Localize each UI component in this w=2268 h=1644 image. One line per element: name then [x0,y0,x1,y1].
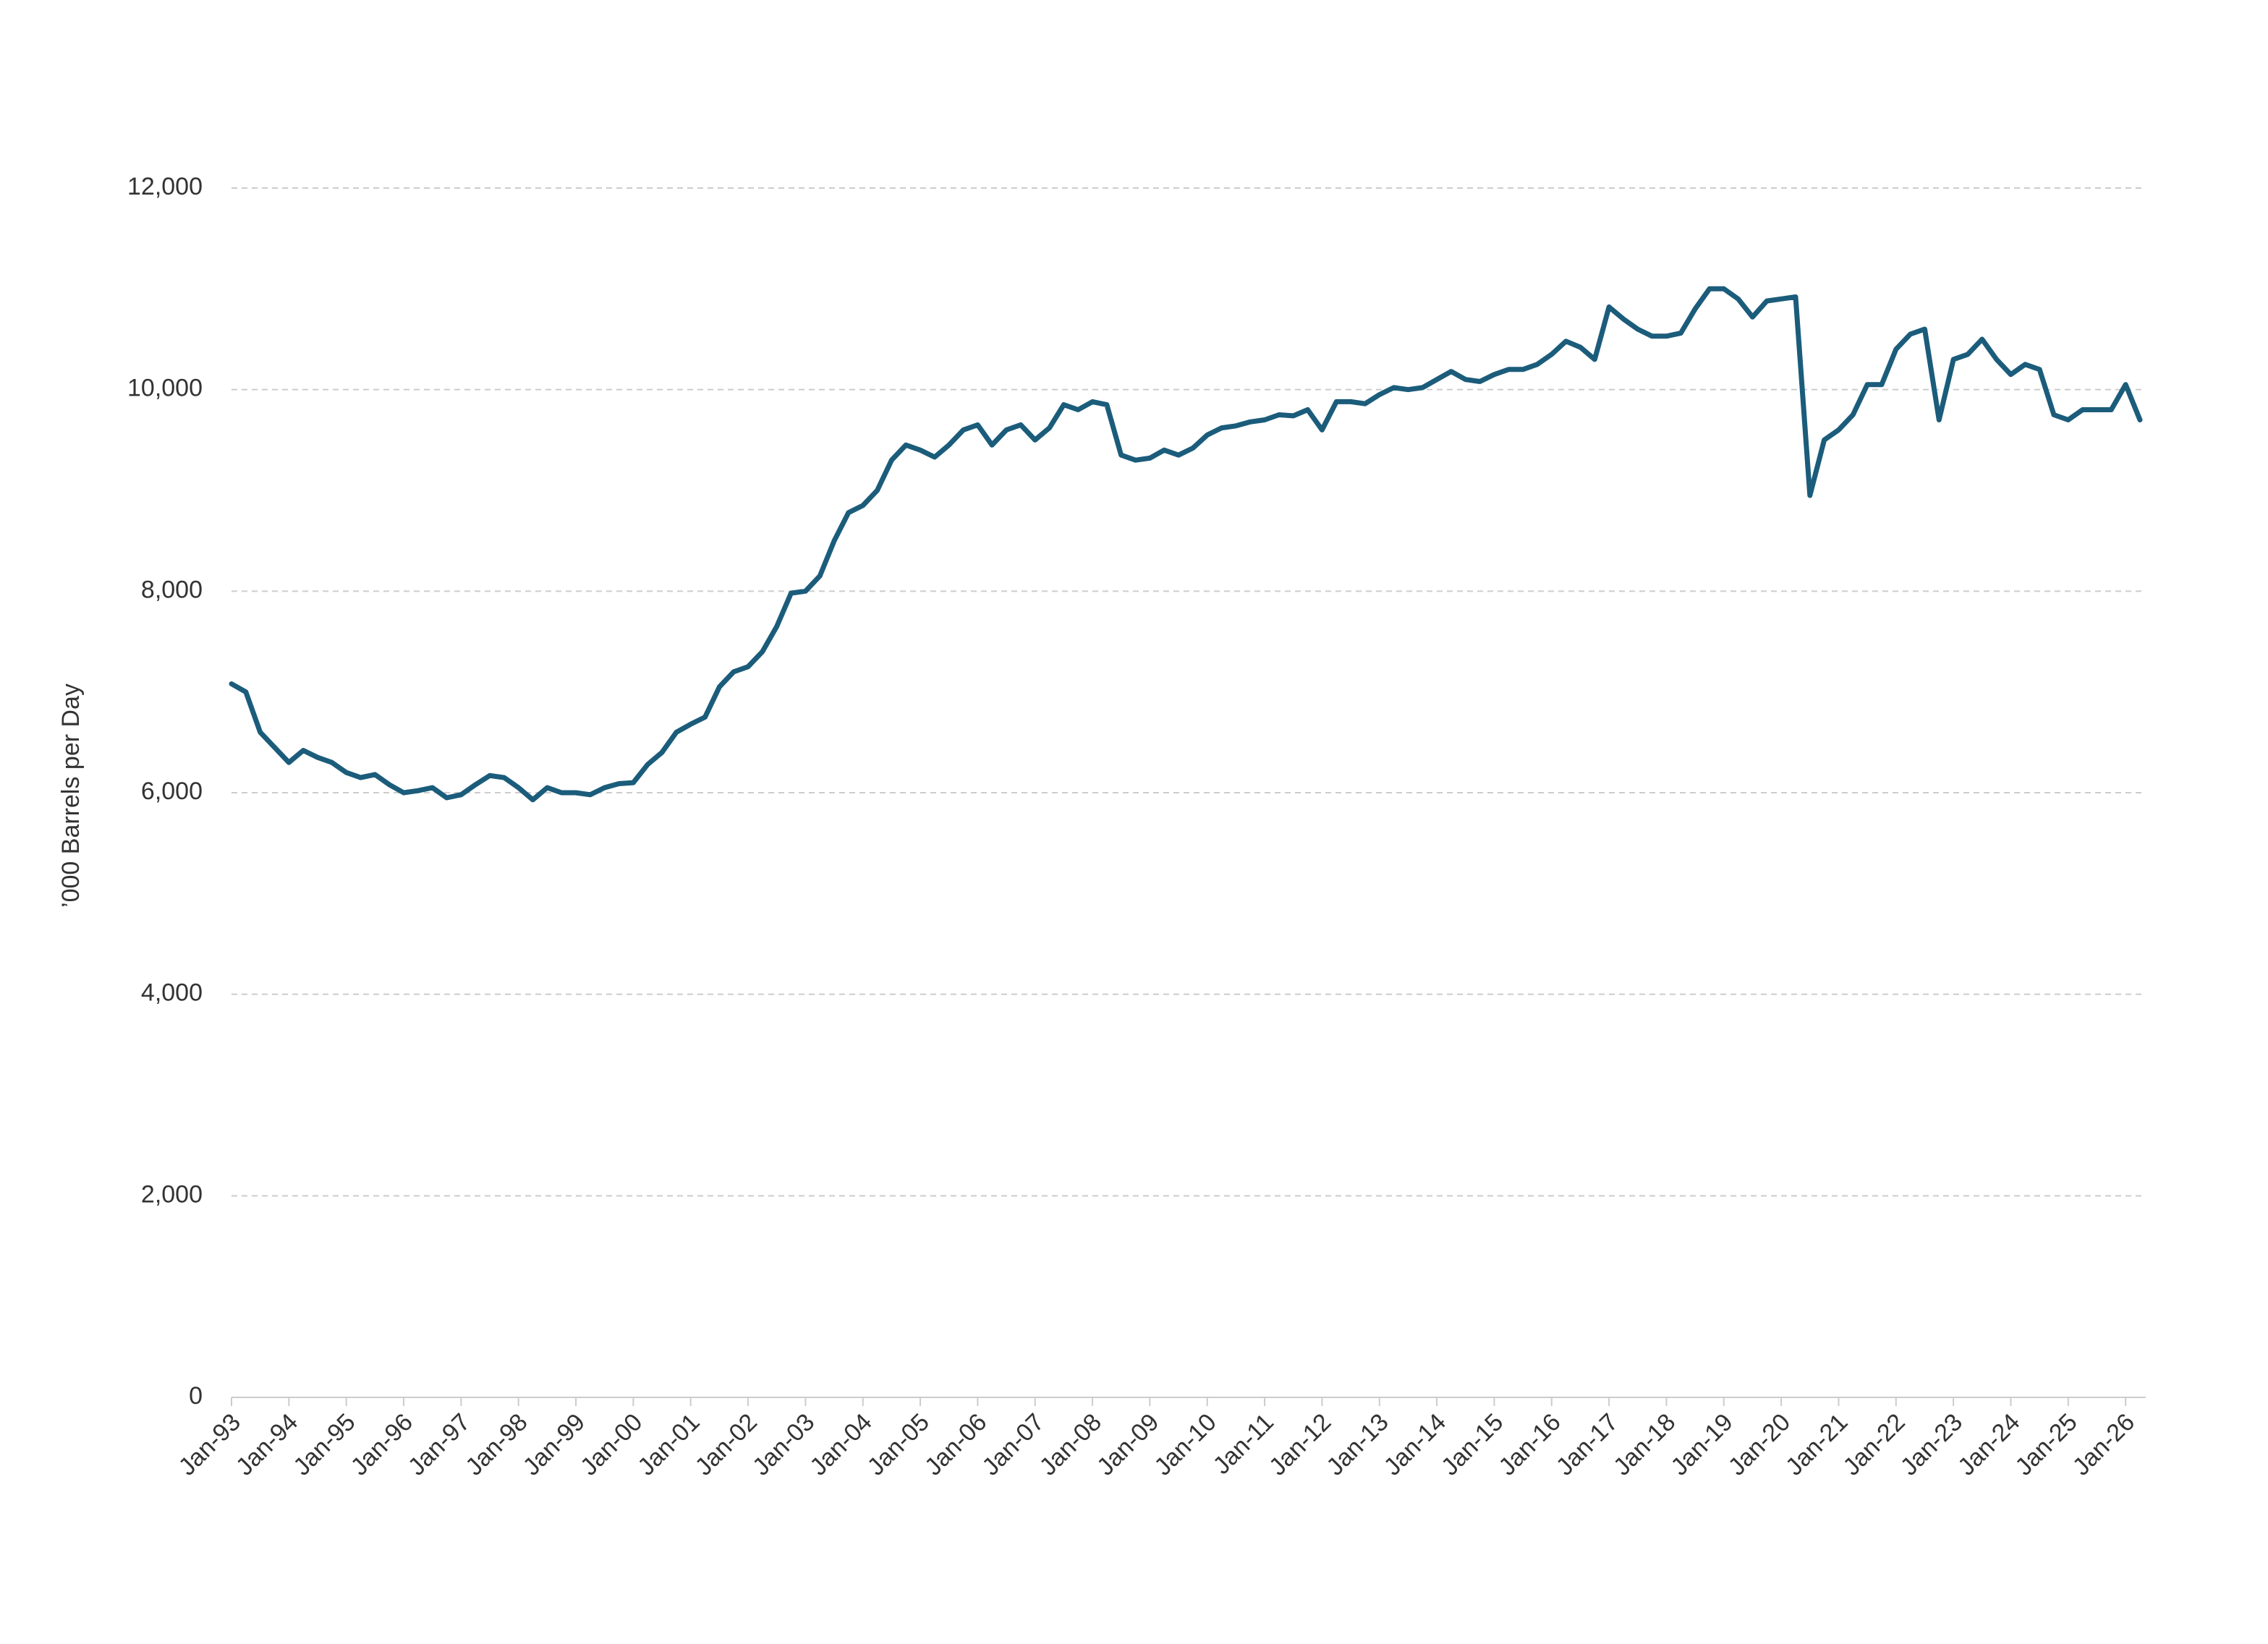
x-tick-label: Jan-23 [1895,1408,1968,1481]
x-tick-label: Jan-12 [1264,1408,1336,1481]
x-tick-label: Jan-05 [862,1408,935,1481]
y-tick-label: 6,000 [141,778,203,805]
x-tick-label: Jan-01 [632,1408,705,1481]
x-tick-label: Jan-03 [747,1408,820,1481]
x-tick-label: Jan-09 [1092,1408,1164,1481]
y-tick-label: 12,000 [127,173,203,200]
x-tick-label: Jan-93 [174,1408,246,1481]
x-tick-label: Jan-20 [1723,1408,1796,1481]
x-tick-label: Jan-00 [575,1408,647,1481]
x-tick-label: Jan-14 [1379,1408,1451,1481]
x-tick-label: Jan-16 [1493,1408,1566,1481]
y-axis-label: ’000 Barrels per Day [57,683,85,908]
data-line [229,286,2143,803]
x-tick-label: Jan-22 [1838,1408,1910,1481]
y-tick-label: 2,000 [141,1180,203,1208]
y-tick-label: 10,000 [127,375,203,402]
x-tick-label: Jan-02 [690,1408,763,1481]
x-tick-label: Jan-97 [403,1408,475,1481]
x-tick-label: Jan-25 [2010,1408,2082,1481]
x-tick-label: Jan-95 [288,1408,360,1481]
x-tick-label: Jan-10 [1149,1408,1221,1481]
x-tick-label: Jan-96 [346,1408,418,1481]
x-tick-label: Jan-13 [1321,1408,1393,1481]
y-tick-label: 4,000 [141,979,203,1007]
x-tick-label: Jan-94 [231,1408,303,1481]
x-tick-label: Jan-19 [1665,1408,1738,1481]
x-tick-label: Jan-07 [977,1408,1049,1481]
x-tick-label: Jan-17 [1551,1408,1623,1481]
x-tick-label: Jan-18 [1608,1408,1681,1481]
x-tick-label: Jan-08 [1035,1408,1107,1481]
x-tick-label: Jan-99 [518,1408,590,1481]
x-tick-label: Jan-04 [804,1408,877,1481]
x-tick-label: Jan-21 [1780,1408,1853,1481]
x-tick-label: Jan-06 [919,1408,992,1481]
x-tick-label: Jan-24 [1953,1408,2025,1481]
x-tick-label: Jan-26 [2068,1408,2140,1481]
y-tick-label: 0 [189,1382,203,1410]
y-tick-label: 8,000 [141,576,203,603]
x-tick-label: Jan-98 [460,1408,532,1481]
x-tick-label: Jan-11 [1208,1408,1280,1480]
x-tick-label: Jan-15 [1436,1408,1508,1481]
